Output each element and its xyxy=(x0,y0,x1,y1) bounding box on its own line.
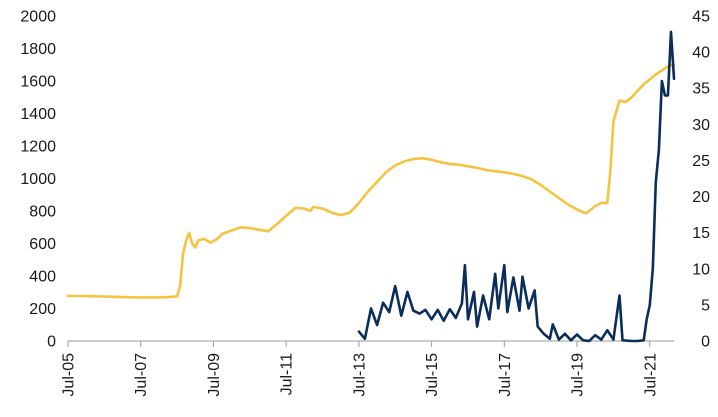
left-y-tick-label: 1800 xyxy=(20,41,56,58)
x-tick-label: Jul-21 xyxy=(642,353,659,397)
right-y-tick-label: 35 xyxy=(692,81,710,98)
x-tick-label: Jul-17 xyxy=(497,353,514,397)
right-y-tick-label: 20 xyxy=(692,189,710,206)
left-y-tick-label: 1400 xyxy=(20,106,56,123)
left-y-tick-label: 1000 xyxy=(20,171,56,188)
left-axis-series-line xyxy=(66,63,676,299)
x-tick-label: Jul-11 xyxy=(279,353,296,395)
series-group xyxy=(66,30,676,343)
left-y-axis-labels: 0 200 400 600 800 1000 1200 1400 1600 1800 2000 xyxy=(20,9,56,351)
x-tick-label: Jul-09 xyxy=(206,353,223,397)
left-y-tick-label: 1200 xyxy=(20,139,56,156)
right-y-tick-label: 30 xyxy=(692,117,710,134)
x-tick-label: Jul-15 xyxy=(424,353,441,397)
right-y-tick-label: 45 xyxy=(692,9,710,26)
x-tick-label: Jul-05 xyxy=(61,353,78,397)
x-tick-label: Jul-19 xyxy=(570,353,587,397)
left-y-tick-label: 0 xyxy=(47,334,56,351)
right-y-tick-label: 25 xyxy=(692,153,710,170)
left-y-tick-label: 2000 xyxy=(20,9,56,26)
left-y-tick-label: 400 xyxy=(29,269,56,286)
x-axis-ticks xyxy=(67,341,651,347)
right-y-tick-label: 0 xyxy=(701,334,710,351)
left-y-tick-label: 600 xyxy=(29,236,56,253)
left-y-tick-label: 1600 xyxy=(20,74,56,91)
right-y-tick-label: 10 xyxy=(692,261,710,278)
left-y-tick-label: 200 xyxy=(29,301,56,318)
x-tick-label: Jul-13 xyxy=(351,353,368,397)
right-y-tick-label: 15 xyxy=(692,225,710,242)
x-tick-label: Jul-07 xyxy=(133,353,150,397)
right-y-tick-label: 5 xyxy=(701,297,710,314)
x-axis-labels: Jul-05 Jul-07 Jul-09 Jul-11 Jul-13 Jul-15 Jul-… xyxy=(61,353,660,397)
left-y-tick-label: 800 xyxy=(29,204,56,221)
right-y-axis-labels: 0 5 10 15 20 25 30 35 40 45 xyxy=(692,9,710,351)
right-y-tick-label: 40 xyxy=(692,45,710,62)
right-axis-series-line xyxy=(357,30,676,343)
